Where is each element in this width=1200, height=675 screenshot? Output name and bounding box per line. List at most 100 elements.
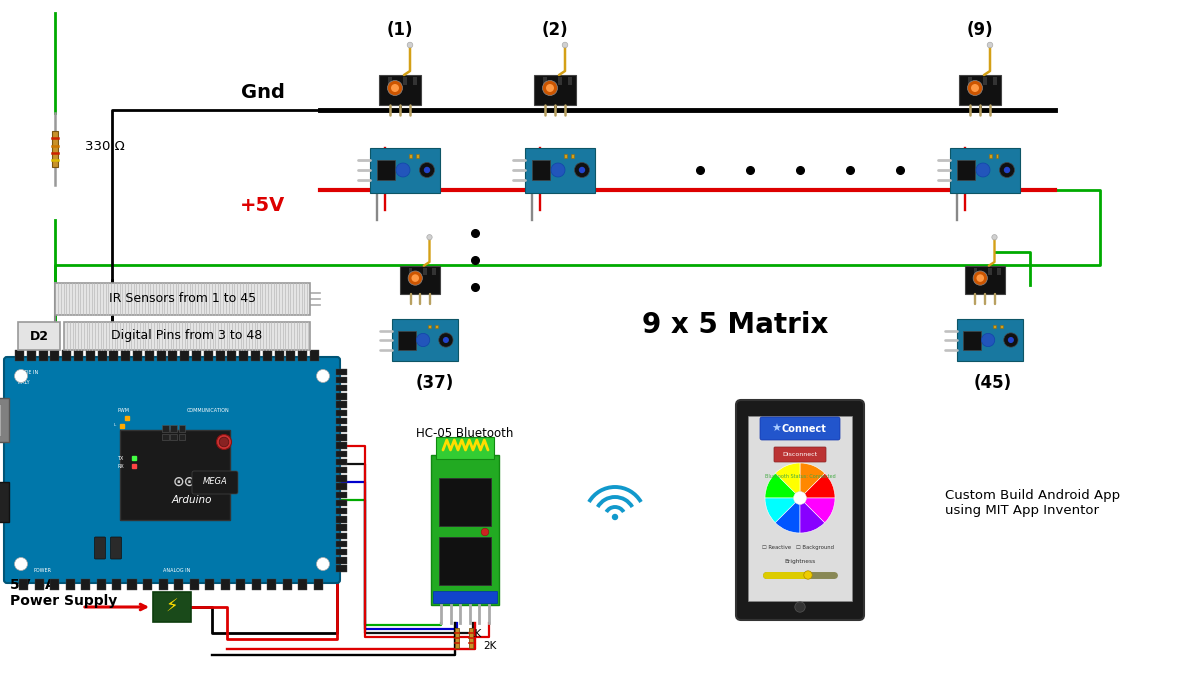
Bar <box>568 77 572 85</box>
Text: ⊙⊙: ⊙⊙ <box>173 475 196 489</box>
Bar <box>16 350 24 361</box>
Bar <box>422 268 427 275</box>
FancyBboxPatch shape <box>469 628 473 648</box>
Bar <box>310 350 319 361</box>
Text: 9 x 5 Matrix: 9 x 5 Matrix <box>642 311 828 339</box>
Bar <box>983 77 988 85</box>
Bar <box>143 579 152 590</box>
Circle shape <box>388 80 402 95</box>
Circle shape <box>407 43 413 48</box>
Bar <box>336 500 347 506</box>
Circle shape <box>1003 333 1018 347</box>
FancyBboxPatch shape <box>120 430 230 520</box>
Circle shape <box>427 235 432 240</box>
Text: (45): (45) <box>974 374 1012 392</box>
Bar <box>994 325 996 328</box>
Bar <box>50 350 59 361</box>
Bar <box>170 425 178 431</box>
Bar <box>19 579 28 590</box>
Bar <box>298 350 307 361</box>
Bar <box>50 579 59 590</box>
FancyBboxPatch shape <box>736 400 864 620</box>
Text: COMMUNICATION: COMMUNICATION <box>187 408 229 413</box>
Bar <box>221 579 229 590</box>
Bar <box>180 350 190 361</box>
Wedge shape <box>766 473 800 498</box>
Bar <box>298 579 307 590</box>
Circle shape <box>1004 167 1010 173</box>
Bar <box>156 350 166 361</box>
Bar <box>403 77 407 85</box>
Bar <box>158 579 168 590</box>
Bar <box>336 426 347 433</box>
Bar <box>216 350 224 361</box>
Wedge shape <box>766 498 800 522</box>
FancyBboxPatch shape <box>774 447 826 462</box>
Text: TX: TX <box>118 456 124 461</box>
Circle shape <box>546 84 554 92</box>
Text: +5V: +5V <box>240 196 286 215</box>
FancyBboxPatch shape <box>0 398 10 442</box>
Text: MADE IN: MADE IN <box>17 370 38 375</box>
Wedge shape <box>775 498 800 533</box>
Circle shape <box>977 274 984 282</box>
Text: POWER: POWER <box>34 568 52 573</box>
Bar <box>336 541 347 547</box>
Bar <box>263 350 271 361</box>
Text: HC-05 Bluetooth: HC-05 Bluetooth <box>416 427 514 440</box>
FancyBboxPatch shape <box>4 357 340 583</box>
Text: Arduino: Arduino <box>172 495 212 505</box>
Bar <box>996 155 998 157</box>
Text: PWM: PWM <box>118 408 130 413</box>
FancyBboxPatch shape <box>436 437 494 459</box>
Text: Brightness: Brightness <box>785 558 816 564</box>
Circle shape <box>391 84 398 92</box>
Bar <box>336 475 347 481</box>
Bar <box>413 77 418 85</box>
Text: (9): (9) <box>967 21 994 39</box>
Text: D2: D2 <box>30 329 48 342</box>
FancyBboxPatch shape <box>53 131 58 167</box>
Bar <box>26 350 36 361</box>
Bar <box>997 268 1001 275</box>
Bar <box>192 350 202 361</box>
Text: L: L <box>114 423 116 427</box>
FancyBboxPatch shape <box>379 75 421 105</box>
FancyBboxPatch shape <box>534 75 576 105</box>
Bar <box>336 402 347 408</box>
Bar <box>38 350 48 361</box>
FancyBboxPatch shape <box>370 148 440 192</box>
Circle shape <box>992 235 997 240</box>
Bar <box>432 268 436 275</box>
Bar <box>428 325 431 328</box>
Wedge shape <box>800 498 835 522</box>
Bar <box>251 350 260 361</box>
Circle shape <box>424 167 430 173</box>
Bar <box>544 77 547 85</box>
FancyBboxPatch shape <box>956 319 1024 361</box>
Bar <box>336 442 347 449</box>
Bar <box>988 268 991 275</box>
Text: IR Sensors from 1 to 45: IR Sensors from 1 to 45 <box>109 292 256 306</box>
FancyBboxPatch shape <box>192 471 238 494</box>
FancyBboxPatch shape <box>391 319 458 361</box>
Text: ☐ Reactive   ☐ Background: ☐ Reactive ☐ Background <box>762 545 834 549</box>
Wedge shape <box>775 463 800 498</box>
Bar <box>96 579 106 590</box>
FancyBboxPatch shape <box>64 322 310 350</box>
Bar <box>74 350 83 361</box>
Bar <box>989 155 991 157</box>
Bar <box>408 268 413 275</box>
Bar <box>570 155 574 157</box>
Text: 1K: 1K <box>469 629 482 639</box>
Text: Custom Build Android App
using MIT App Inventor: Custom Build Android App using MIT App I… <box>946 489 1120 517</box>
Bar <box>434 325 438 328</box>
Bar <box>336 483 347 490</box>
Circle shape <box>1008 337 1014 343</box>
Circle shape <box>220 437 229 447</box>
FancyBboxPatch shape <box>532 160 550 180</box>
Bar <box>1000 325 1003 328</box>
Bar <box>388 77 392 85</box>
FancyBboxPatch shape <box>377 160 395 180</box>
FancyBboxPatch shape <box>18 322 60 350</box>
